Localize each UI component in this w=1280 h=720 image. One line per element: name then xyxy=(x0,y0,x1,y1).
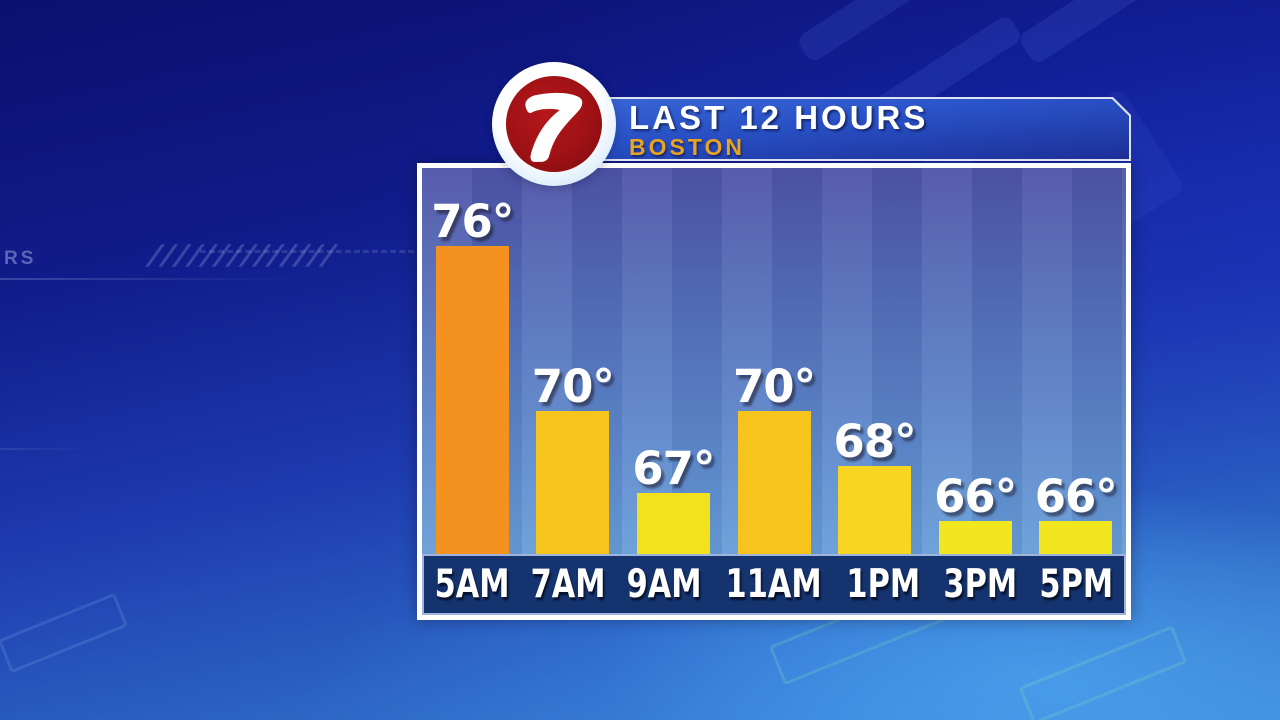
temperature-bar-3PM xyxy=(938,521,1012,554)
axis-tick-cell: 5AM xyxy=(424,562,520,607)
chart-plot-area: 76° 70° 67° 70° 68° 66° 66° 5AM 7AM 9AM 11AM 1PM 3P… xyxy=(422,168,1126,615)
bar-value-label: 66° xyxy=(934,469,1017,523)
bars-row: 76° 70° 67° 70° 68° 66° 66° xyxy=(422,168,1126,554)
temperature-bar-5PM xyxy=(1039,521,1113,554)
temperature-bar-5AM xyxy=(435,246,509,554)
bar-slot-5PM: 66° xyxy=(1025,469,1126,554)
axis-tick-cell: 11AM xyxy=(712,562,835,607)
bar-value-label: 70° xyxy=(531,359,615,413)
bg-circuit-outline-decor xyxy=(1018,625,1188,720)
bar-slot-5AM: 76° xyxy=(422,194,523,554)
bg-circuit-decor xyxy=(795,0,955,64)
bg-line-decor xyxy=(0,278,290,280)
axis-tick-label: 5AM xyxy=(434,562,510,607)
temperature-bar-7AM xyxy=(536,411,610,554)
x-axis-bar: 5AM 7AM 9AM 11AM 1PM 3PM 5PM xyxy=(422,554,1126,615)
axis-tick-label: 9AM xyxy=(626,562,702,607)
bg-circuit-decor xyxy=(1016,0,1204,66)
axis-tick-cell: 7AM xyxy=(520,562,616,607)
title-banner-face: LAST 12 HOURS BOSTON xyxy=(554,99,1129,159)
bar-value-label: 76° xyxy=(431,194,514,248)
bar-slot-9AM: 67° xyxy=(623,441,724,554)
bar-slot-7AM: 70° xyxy=(523,359,624,554)
axis-tick-label: 7AM xyxy=(530,562,606,607)
axis-tick-cell: 9AM xyxy=(616,562,712,607)
bar-value-label: 68° xyxy=(833,414,917,468)
axis-tick-cell: 1PM xyxy=(836,562,932,607)
bar-value-label: 70° xyxy=(732,359,816,413)
bg-watermark-text: RS xyxy=(4,248,37,269)
bg-line-decor xyxy=(0,448,90,450)
axis-tick-label: 1PM xyxy=(846,562,921,607)
axis-tick-cell: 3PM xyxy=(932,562,1028,607)
temperature-bar-1PM xyxy=(838,466,912,554)
bar-slot-3PM: 66° xyxy=(925,469,1026,554)
bar-value-label: 67° xyxy=(632,441,715,495)
bar-slot-11AM: 70° xyxy=(724,359,825,554)
axis-tick-label: 5PM xyxy=(1039,562,1113,607)
axis-tick-cell: 5PM xyxy=(1028,562,1124,607)
bg-circuit-outline-decor xyxy=(0,592,129,674)
station-logo xyxy=(492,62,616,186)
title-banner: LAST 12 HOURS BOSTON xyxy=(552,97,1131,161)
bg-slashes-decor: ////////////// xyxy=(141,240,346,273)
bar-value-label: 66° xyxy=(1034,469,1118,523)
temperature-bar-11AM xyxy=(737,411,811,554)
chart-title: LAST 12 HOURS xyxy=(629,99,929,136)
channel-7-icon xyxy=(506,76,602,172)
chart-location: BOSTON xyxy=(629,134,745,160)
axis-tick-label: 11AM xyxy=(725,562,823,607)
axis-tick-label: 3PM xyxy=(942,562,1017,607)
chart-panel: 76° 70° 67° 70° 68° 66° 66° 5AM 7AM 9AM 11AM 1PM 3P… xyxy=(417,163,1131,620)
bar-slot-1PM: 68° xyxy=(824,414,925,554)
temperature-bar-9AM xyxy=(636,493,710,554)
